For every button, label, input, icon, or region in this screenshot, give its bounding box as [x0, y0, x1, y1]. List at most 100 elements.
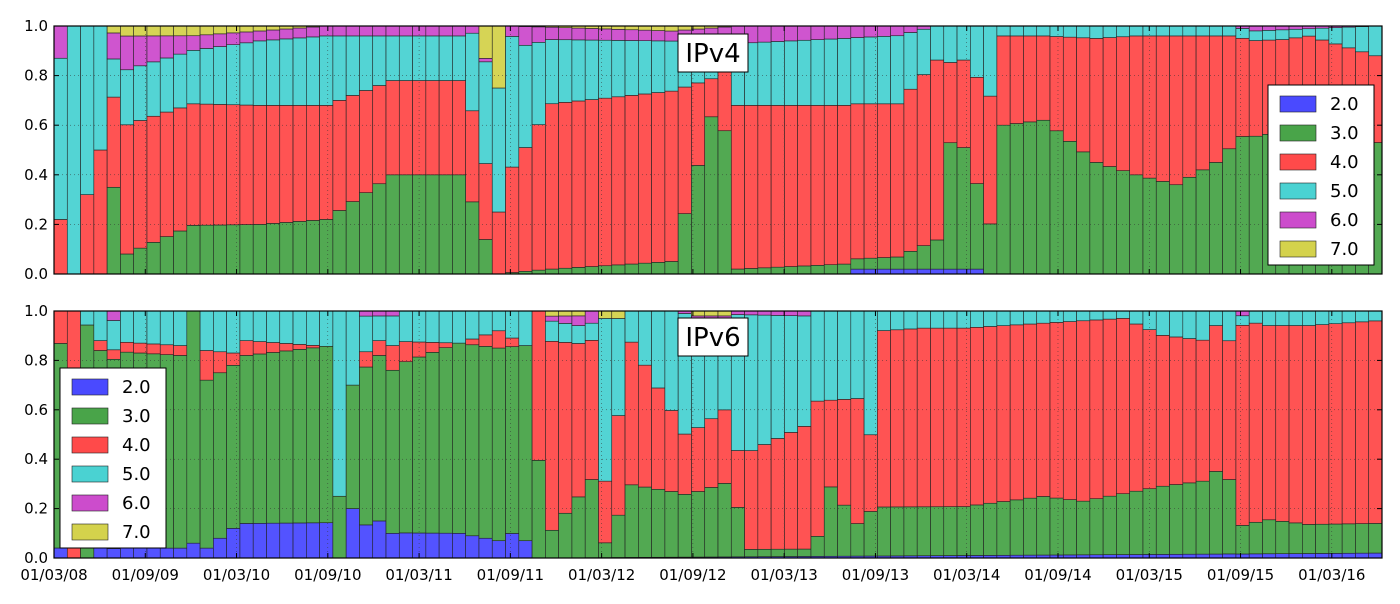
y-tick-label: 0.6 [24, 116, 48, 134]
bar-segment-5-0 [386, 316, 399, 346]
bar-segment-4-0 [1143, 36, 1156, 178]
bar-segment-4-0 [1249, 41, 1262, 137]
bar-segment-5-0 [811, 40, 824, 106]
bar-segment-2-0 [492, 541, 505, 558]
bar-segment-4-0 [306, 345, 319, 348]
x-tick-label: 01/03/08 [20, 566, 87, 584]
bar-segment-3-0 [479, 240, 492, 275]
bar-segment-3-0 [1262, 520, 1275, 554]
bar-segment-4-0 [705, 419, 718, 488]
bar-segment-4-0 [1023, 324, 1036, 498]
bar-segment-6-0 [545, 27, 558, 39]
bar-segment-7-0 [572, 311, 585, 316]
bar-segment-6-0 [838, 26, 851, 38]
y-tick-label: 0.0 [24, 549, 48, 567]
bar-segment-4-0 [771, 438, 784, 549]
x-tick-label: 01/09/12 [659, 566, 726, 584]
bar-segment-5-0 [227, 45, 240, 105]
bar-segment-5-0 [1249, 31, 1262, 41]
bar-segment-5-0 [1342, 311, 1355, 323]
bar-segment-4-0 [665, 411, 678, 492]
bar-segment-5-0 [545, 40, 558, 104]
bar-segment-5-0 [824, 39, 837, 105]
bar-segment-5-0 [1329, 28, 1342, 44]
bar-segment-7-0 [213, 26, 226, 34]
bar-segment-6-0 [306, 27, 319, 37]
bar-segment-5-0 [811, 311, 824, 401]
bar-segment-5-0 [320, 311, 333, 346]
bar-segment-6-0 [333, 26, 346, 36]
bar-segment-5-0 [306, 311, 319, 345]
bar-segment-4-0 [1037, 36, 1050, 120]
bar-segment-3-0 [997, 502, 1010, 556]
bar-segment-4-0 [625, 95, 638, 264]
legend-swatch-2-0 [72, 379, 108, 395]
bar-segment-3-0 [253, 224, 266, 274]
bar-segment-3-0 [174, 355, 187, 548]
bar-segment-4-0 [1262, 326, 1275, 520]
bar-segment-5-0 [1077, 26, 1090, 38]
bar-segment-7-0 [545, 311, 558, 316]
bar-segment-4-0 [705, 79, 718, 117]
bar-segment-5-0 [1262, 30, 1275, 40]
bar-segment-3-0 [320, 346, 333, 522]
bar-segment-3-0 [572, 497, 585, 558]
bar-segment-4-0 [240, 341, 253, 356]
bar-segment-3-0 [824, 265, 837, 274]
bar-segment-3-0 [798, 549, 811, 556]
bar-segment-3-0 [1090, 162, 1103, 274]
bar-segment-5-0 [240, 311, 253, 341]
bar-segment-2-0 [266, 523, 279, 558]
bar-segment-5-0 [944, 311, 957, 328]
bar-segment-6-0 [147, 36, 160, 62]
legend-label-3-0: 3.0 [122, 406, 151, 427]
bar-segment-4-0 [718, 410, 731, 484]
bar-segment-4-0 [492, 212, 505, 274]
bar-segment-5-0 [612, 318, 625, 415]
bar-segment-4-0 [612, 416, 625, 516]
bar-segment-4-0 [957, 60, 970, 148]
bar-segment-7-0 [479, 26, 492, 58]
bar-segment-6-0 [545, 316, 558, 321]
bar-segment-6-0 [399, 26, 412, 36]
bar-segment-3-0 [851, 259, 864, 269]
bar-segment-5-0 [784, 41, 797, 105]
bar-segment-5-0 [466, 33, 479, 111]
x-tick-label: 01/09/13 [842, 566, 909, 584]
bar-segment-2-0 [1236, 554, 1249, 558]
bar-segment-3-0 [1209, 162, 1222, 274]
bar-segment-2-0 [426, 533, 439, 558]
bar-segment-3-0 [930, 240, 943, 269]
bar-segment-5-0 [1090, 311, 1103, 320]
bar-segment-4-0 [1223, 36, 1236, 149]
bar-segment-5-0 [253, 311, 266, 342]
bar-segment-2-0 [1262, 554, 1275, 558]
bar-segment-3-0 [426, 175, 439, 274]
bar-segment-4-0 [1077, 321, 1090, 501]
bar-segment-5-0 [426, 311, 439, 342]
bar-segment-3-0 [745, 268, 758, 274]
bar-segment-5-0 [359, 36, 372, 91]
bar-segment-2-0 [147, 548, 160, 558]
bar-segment-3-0 [731, 269, 744, 274]
y-tick-label: 0.4 [24, 166, 48, 184]
bar-segment-5-0 [652, 41, 665, 93]
bar-segment-5-0 [1209, 26, 1222, 36]
bar-segment-3-0 [519, 346, 532, 541]
bar-segment-4-0 [120, 125, 133, 254]
bar-segment-5-0 [1209, 311, 1222, 326]
bar-segment-6-0 [54, 26, 67, 58]
bar-segment-3-0 [824, 487, 837, 556]
bar-segment-5-0 [1302, 311, 1315, 326]
bar-segment-5-0 [984, 26, 997, 96]
bar-segment-2-0 [187, 543, 200, 558]
bar-segment-5-0 [1037, 311, 1050, 323]
legend: 2.03.04.05.06.07.0 [1268, 85, 1374, 265]
bar-segment-5-0 [107, 321, 120, 350]
bar-segment-3-0 [838, 505, 851, 556]
bar-segment-3-0 [625, 485, 638, 558]
bar-segment-5-0 [532, 42, 545, 124]
bar-segment-5-0 [94, 311, 107, 341]
bar-segment-5-0 [333, 311, 346, 496]
